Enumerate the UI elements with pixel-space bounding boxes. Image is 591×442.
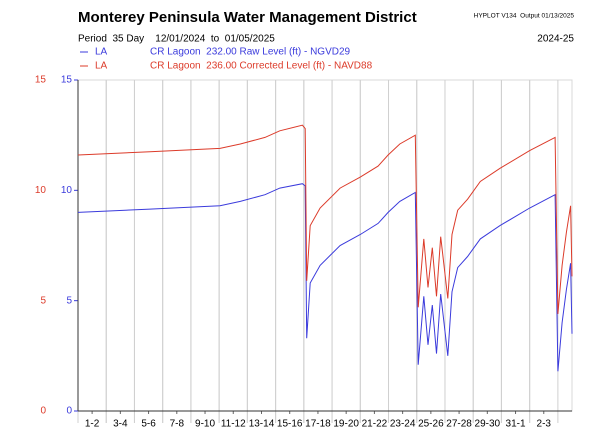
data-line	[77, 124, 573, 314]
x-tick-label: 17-18	[305, 419, 331, 430]
y-tick-label: 10	[61, 185, 73, 196]
program-info: HYPLOT V134 Output 01/13/2025	[474, 13, 575, 20]
x-tick-label: 2-3	[537, 419, 552, 430]
x-tick-label: 11-12	[221, 419, 246, 430]
chart-title: Monterey Peninsula Water Management Dist…	[78, 9, 417, 26]
x-tick-label: 31-1	[506, 419, 526, 430]
y-tick-label: 5	[66, 295, 72, 306]
x-tick-label: 15-16	[277, 419, 303, 430]
x-tick-label: 23-24	[390, 419, 416, 430]
x-tick-label: 27-28	[446, 419, 472, 430]
x-tick-label: 9-10	[195, 419, 215, 430]
season: 2024-25	[537, 34, 574, 45]
x-tick-label: 7-8	[170, 419, 185, 430]
y-tick-label: 15	[61, 75, 73, 86]
x-tick-label: 21-22	[362, 419, 388, 430]
x-tick-label: 1-2	[85, 419, 100, 430]
x-tick-label: 25-26	[418, 419, 444, 430]
plot-frame	[77, 79, 573, 412]
legend-label: CR Lagoon 232.00 Raw Level (ft) - NGVD29	[150, 47, 351, 58]
y2-tick-label: 10	[35, 185, 47, 196]
legend-label: CR Lagoon 236.00 Corrected Level (ft) - …	[150, 61, 373, 72]
x-tick-label: 19-20	[333, 419, 359, 430]
x-tick-label: 13-14	[249, 419, 275, 430]
y2-tick-label: 15	[35, 75, 47, 86]
x-tick-label: 5-6	[141, 419, 156, 430]
data-line	[77, 183, 573, 372]
y2-tick-label: 5	[40, 295, 46, 306]
x-tick-label: 3-4	[113, 419, 128, 430]
y2-tick-label: 0	[40, 406, 46, 417]
subtitle: Period 35 Day 12/01/2024 to 01/05/2025	[78, 34, 275, 45]
legend-site: LA	[95, 61, 108, 72]
x-tick-label: 29-30	[475, 419, 501, 430]
legend-site: LA	[95, 47, 108, 58]
y-tick-label: 0	[66, 406, 72, 417]
